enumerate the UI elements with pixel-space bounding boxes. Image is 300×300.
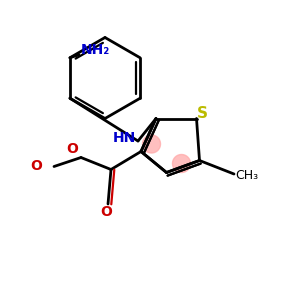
Polygon shape bbox=[142, 135, 160, 153]
Text: O: O bbox=[67, 142, 79, 156]
Text: HN: HN bbox=[113, 131, 136, 145]
Text: S: S bbox=[196, 106, 207, 122]
Text: O: O bbox=[31, 159, 43, 173]
Polygon shape bbox=[172, 154, 190, 172]
Text: NH₂: NH₂ bbox=[81, 43, 110, 57]
Text: O: O bbox=[100, 206, 112, 219]
Text: CH₃: CH₃ bbox=[235, 169, 258, 182]
